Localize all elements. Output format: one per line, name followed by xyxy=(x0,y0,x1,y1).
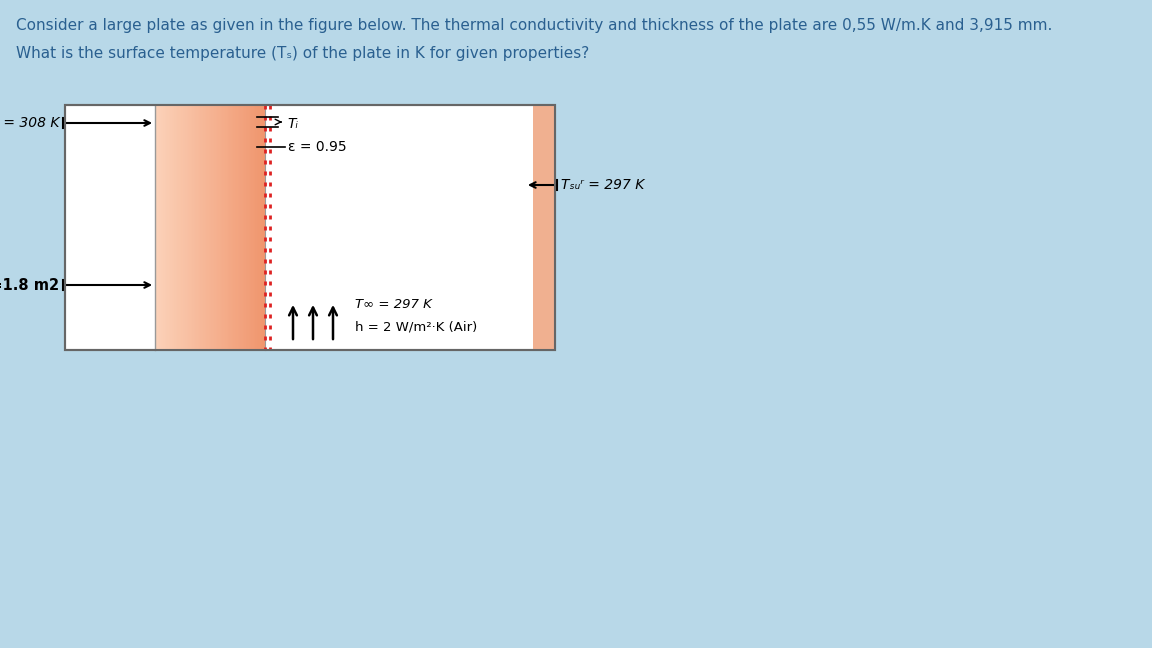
Bar xyxy=(159,105,161,350)
Bar xyxy=(230,105,233,350)
Bar xyxy=(65,105,555,350)
Bar xyxy=(170,105,173,350)
Bar xyxy=(185,105,188,350)
Bar xyxy=(213,105,215,350)
Bar xyxy=(179,105,181,350)
Bar xyxy=(222,105,225,350)
Bar xyxy=(251,105,253,350)
Bar xyxy=(180,105,182,350)
Bar xyxy=(195,105,197,350)
Bar xyxy=(189,105,191,350)
Text: Tᵢ: Tᵢ xyxy=(287,117,298,131)
Bar xyxy=(249,105,251,350)
Bar xyxy=(234,105,235,350)
Bar xyxy=(533,105,555,350)
Bar xyxy=(221,105,223,350)
Text: T∞ = 297 K: T∞ = 297 K xyxy=(355,298,432,311)
Text: ε = 0.95: ε = 0.95 xyxy=(288,140,347,154)
Bar xyxy=(228,105,230,350)
Text: What is the surface temperature (Tₛ) of the plate in K for given properties?: What is the surface temperature (Tₛ) of … xyxy=(16,46,590,61)
Bar xyxy=(263,105,265,350)
Bar xyxy=(232,105,234,350)
Text: Consider a large plate as given in the figure below. The thermal conductivity an: Consider a large plate as given in the f… xyxy=(16,18,1053,33)
Text: h = 2 W/m²·K (Air): h = 2 W/m²·K (Air) xyxy=(355,320,477,333)
Bar xyxy=(202,105,204,350)
Bar xyxy=(203,105,205,350)
Bar xyxy=(192,105,195,350)
Bar xyxy=(223,105,226,350)
Bar xyxy=(218,105,220,350)
Bar xyxy=(168,105,170,350)
Text: Tᵢ = 308 K: Tᵢ = 308 K xyxy=(0,116,59,130)
Bar xyxy=(164,105,166,350)
Bar xyxy=(236,105,238,350)
Bar xyxy=(250,105,252,350)
Bar xyxy=(194,105,196,350)
Bar xyxy=(225,105,227,350)
Bar xyxy=(196,105,198,350)
Bar xyxy=(162,105,164,350)
Bar xyxy=(237,105,240,350)
Bar xyxy=(243,105,245,350)
Bar xyxy=(157,105,159,350)
Bar xyxy=(173,105,175,350)
Bar xyxy=(227,105,229,350)
Bar xyxy=(211,105,213,350)
Bar xyxy=(165,105,167,350)
Bar xyxy=(214,105,217,350)
Bar xyxy=(187,105,189,350)
Bar xyxy=(65,105,555,350)
Bar xyxy=(209,105,211,350)
Bar xyxy=(241,105,242,350)
Bar xyxy=(206,105,209,350)
Bar xyxy=(252,105,255,350)
Bar xyxy=(244,105,247,350)
Bar xyxy=(182,105,184,350)
Bar xyxy=(259,105,262,350)
Bar xyxy=(256,105,258,350)
Bar xyxy=(177,105,180,350)
Bar xyxy=(167,105,169,350)
Bar xyxy=(242,105,244,350)
Bar xyxy=(160,105,162,350)
Bar xyxy=(257,105,259,350)
Bar xyxy=(248,105,249,350)
Bar xyxy=(229,105,232,350)
Bar xyxy=(215,105,218,350)
Bar xyxy=(253,105,256,350)
Bar xyxy=(210,105,212,350)
Bar xyxy=(258,105,260,350)
Bar xyxy=(217,105,219,350)
Bar xyxy=(198,105,199,350)
Bar xyxy=(188,105,190,350)
Bar xyxy=(220,105,222,350)
Bar xyxy=(175,105,177,350)
Bar xyxy=(191,105,192,350)
Bar xyxy=(156,105,157,350)
Bar xyxy=(166,105,168,350)
Bar xyxy=(199,105,202,350)
Bar xyxy=(235,105,237,350)
Bar xyxy=(181,105,183,350)
Bar xyxy=(207,105,210,350)
Bar xyxy=(260,105,263,350)
Bar xyxy=(205,105,206,350)
Bar xyxy=(184,105,187,350)
Text: A=1.8 m2: A=1.8 m2 xyxy=(0,277,59,292)
Bar xyxy=(158,105,160,350)
Bar xyxy=(200,105,203,350)
Bar xyxy=(264,105,266,350)
Text: Tₛᵤʳ = 297 K: Tₛᵤʳ = 297 K xyxy=(561,178,644,192)
Bar xyxy=(174,105,176,350)
Bar xyxy=(172,105,174,350)
Bar xyxy=(238,105,241,350)
Bar xyxy=(245,105,248,350)
